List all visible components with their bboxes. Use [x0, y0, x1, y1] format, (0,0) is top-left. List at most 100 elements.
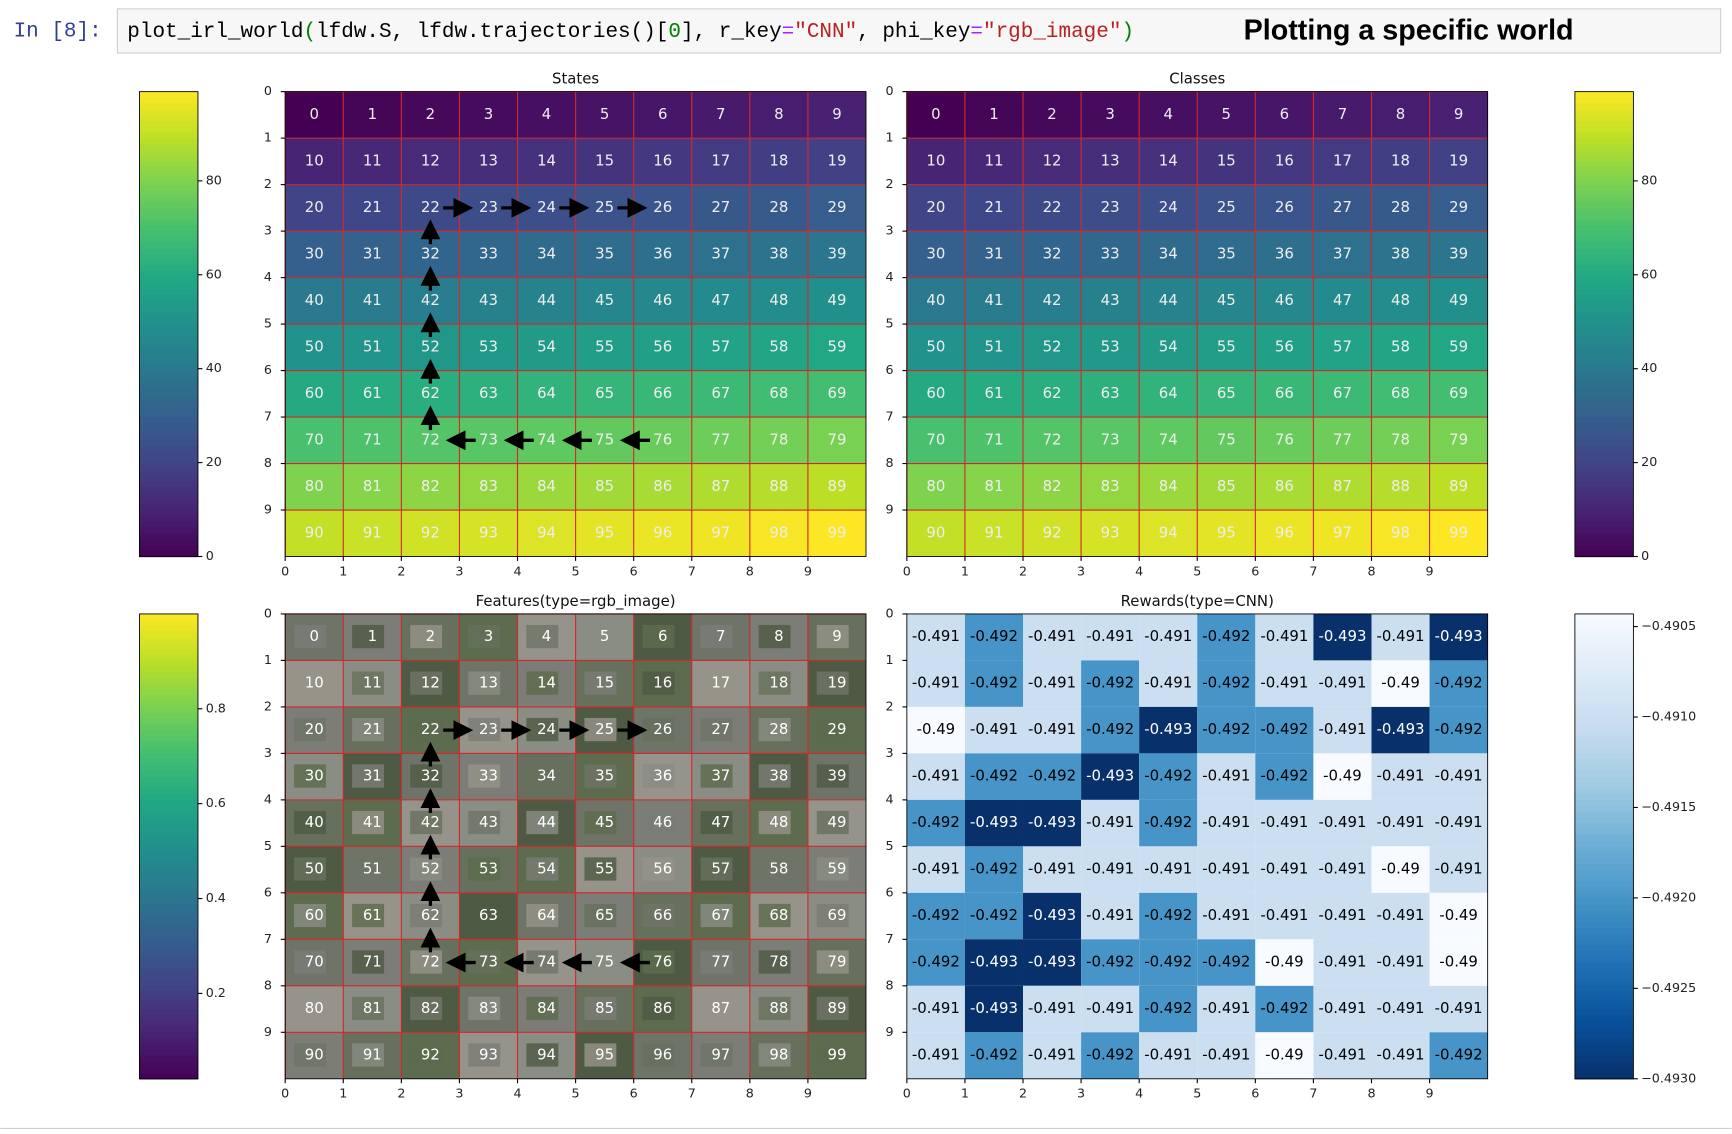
colorbar-strip: [139, 840, 198, 848]
cell-label: 33: [479, 244, 498, 262]
cell-label: -0.492: [1086, 1046, 1134, 1064]
heatmap-cell: [691, 184, 750, 232]
heatmap-cell: [807, 324, 866, 371]
colorbar-strip: [1574, 921, 1634, 929]
y-tick-label: 7: [886, 409, 894, 424]
colorbar-strip: [139, 97, 198, 104]
cell-label: 50: [305, 337, 324, 355]
colorbar-strip: [139, 196, 198, 203]
y-tick-label: 0: [264, 83, 272, 98]
colorbar-strip: [1574, 155, 1634, 163]
cell-label: -0.493: [1377, 720, 1425, 738]
heatmap-cell: [1197, 184, 1256, 232]
colorbar-strip: [139, 817, 198, 824]
cell-label: -0.492: [1086, 953, 1134, 971]
heatmap-cell: [964, 370, 1024, 418]
heatmap-cell: [1197, 753, 1256, 800]
heatmap-cell: [459, 138, 518, 185]
y-tick-label: 2: [264, 176, 272, 191]
cell-label: 57: [711, 860, 730, 878]
heatmap-cell: [633, 277, 692, 325]
heatmap-cell: [1081, 324, 1140, 371]
cell-label: 17: [1333, 151, 1352, 169]
heatmap-cell: [575, 91, 634, 139]
cell-label: 65: [595, 384, 614, 402]
colorbar-strip: [1574, 724, 1634, 731]
y-tick-label: 2: [886, 176, 894, 191]
colorbar-strip: [1574, 916, 1634, 923]
colorbar-strip: [1574, 347, 1634, 354]
colorbar-strip: [1574, 1026, 1634, 1033]
cell-label: 77: [1333, 430, 1352, 448]
heatmap-cell: [1313, 939, 1372, 986]
cell-label: 37: [711, 244, 730, 262]
cell-label: -0.491: [912, 767, 960, 785]
cell-label: 95: [595, 1046, 614, 1064]
heatmap-cell: [1255, 939, 1314, 986]
cell-label: 4: [1163, 105, 1172, 123]
colorbar-strip: [1574, 1067, 1634, 1074]
code-box[interactable]: [116, 8, 1722, 54]
heatmap-cell: [633, 324, 692, 371]
code-line: plot_irl_world(lfdw.S, lfdw.trajectories…: [127, 20, 1134, 43]
heatmap-cell: [964, 231, 1024, 278]
cell-label: 85: [595, 999, 614, 1017]
y-tick-label: 8: [264, 977, 272, 992]
cell-label: 78: [1391, 430, 1410, 448]
heatmap-cell: [749, 184, 808, 232]
image-roof: [410, 764, 443, 788]
colorbar-strip: [139, 103, 198, 110]
heatmap-cell: [1371, 660, 1430, 707]
cell-label: 47: [711, 291, 730, 309]
colorbar-strip: [1574, 260, 1634, 267]
cell-label: -0.49: [1381, 674, 1420, 692]
colorbar-strip: [139, 887, 198, 894]
cell-label: -0.492: [970, 767, 1018, 785]
image-roof: [584, 950, 617, 974]
cell-label: 27: [1333, 198, 1352, 216]
cell-label: -0.493: [1028, 813, 1076, 831]
cell-label: -0.491: [1318, 999, 1366, 1017]
cell-label: -0.492: [1260, 720, 1308, 738]
heatmap-cell: [1139, 985, 1198, 1033]
heatmap-cell: [1023, 799, 1082, 847]
cell-label: 5: [1222, 105, 1231, 123]
image-roof: [352, 810, 385, 835]
colorbar-tick-label: −0.4925: [1641, 980, 1696, 995]
colorbar-tick-label: 20: [206, 454, 222, 469]
colorbar-strip: [139, 765, 198, 772]
colorbar-strip: [1574, 828, 1634, 836]
heatmap-cell: [691, 417, 750, 464]
cell-label: 31: [984, 244, 1003, 262]
heatmap-cell: [1081, 277, 1140, 325]
colorbar-strip: [139, 393, 198, 401]
cell-label: -0.491: [1086, 860, 1134, 878]
colorbar-strip: [139, 446, 198, 453]
cell-label: 91: [984, 523, 1003, 541]
cell-label: 41: [363, 813, 382, 831]
x-tick-label: 7: [688, 1086, 696, 1101]
image-roof: [758, 624, 791, 649]
colorbar-strip: [139, 260, 198, 267]
panel-title: States: [552, 70, 599, 88]
colorbar-strip: [1574, 254, 1634, 261]
image-roof: [758, 671, 791, 695]
image-roof: [352, 1043, 385, 1067]
cell-label: 52: [421, 337, 440, 355]
colorbar-strip: [1574, 683, 1634, 691]
cell-label: 78: [769, 430, 788, 448]
heatmap-cell: [1139, 277, 1198, 325]
x-tick-label: 1: [961, 1086, 969, 1101]
cell-label: 84: [537, 477, 556, 495]
colorbar-frame: [139, 91, 199, 557]
cell-label: 74: [1159, 430, 1178, 448]
cell-label: 95: [595, 523, 614, 541]
colorbar-tick-label: 0.6: [206, 795, 226, 810]
heatmap-cell: [964, 846, 1024, 893]
colorbar-strip: [1574, 887, 1634, 894]
heatmap-cell: [691, 91, 750, 139]
x-tick-label: 4: [1135, 1086, 1143, 1101]
cell-label: 63: [479, 384, 498, 402]
colorbar-strip: [139, 1038, 198, 1045]
heatmap-cell: [906, 370, 965, 418]
